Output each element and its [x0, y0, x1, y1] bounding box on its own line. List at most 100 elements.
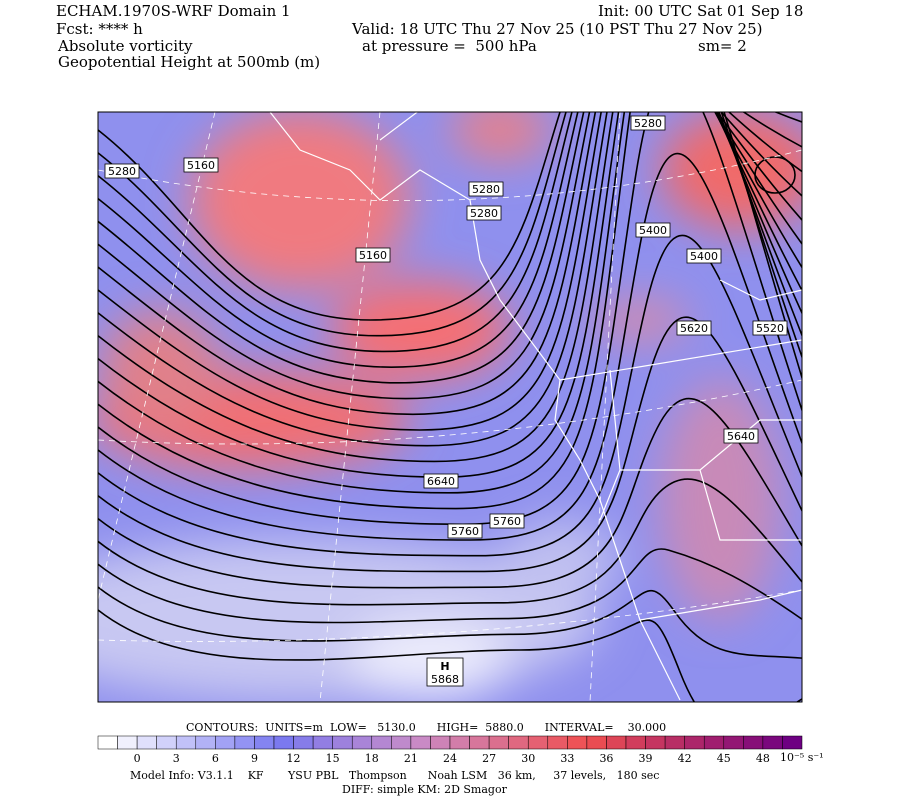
colorbar-label: 9 [251, 752, 258, 765]
contour-label: 5400 [639, 224, 667, 237]
colorbar-swatch [684, 735, 705, 750]
contour-line [98, 112, 561, 321]
contour-label: 5160 [359, 249, 387, 262]
colorbar-swatch [136, 735, 157, 750]
colorbar-swatch [664, 735, 685, 750]
init-time: Init: 00 UTC Sat 01 Sep 18 [598, 2, 803, 20]
colorbar-swatch [547, 735, 568, 750]
colorbar-swatch [410, 735, 431, 750]
colorbar-swatch [215, 735, 236, 750]
contour-line [98, 548, 802, 624]
colorbar-swatch [723, 735, 744, 750]
colorbar-swatch [195, 735, 216, 750]
colorbar-label: 3 [173, 752, 180, 765]
colorbar-label: 24 [443, 752, 457, 765]
colorbar-label: 15 [326, 752, 340, 765]
colorbar-swatch [391, 735, 412, 750]
high-marker: H [440, 660, 449, 673]
colorbar-label: 12 [287, 752, 301, 765]
boundaries [269, 112, 802, 701]
contour-line [98, 316, 802, 573]
pressure-level: at pressure = 500 hPa [362, 37, 537, 55]
contour-label-box [355, 247, 391, 263]
contour-label: 6640 [427, 475, 455, 488]
colorbar-label: 30 [521, 752, 535, 765]
vorticity-field [98, 112, 802, 700]
colorbar-swatch [586, 735, 607, 750]
colorbar-unit: 10⁻⁵ s⁻¹ [780, 751, 824, 764]
contour-field-name: Geopotential Height at 500mb (m) [58, 53, 320, 71]
colorbar: 0 3 6 9 12 15 18 21 24 27 30 33 36 39 42 45 48 10⁻⁵ s⁻¹ [97, 735, 824, 765]
high-box [426, 657, 464, 687]
contour-label: 5640 [727, 430, 755, 443]
contour-label: 5280 [108, 165, 136, 178]
colorbar-label: 0 [134, 752, 141, 765]
colorbar-swatch [332, 735, 353, 750]
colorbar-label: 45 [717, 752, 731, 765]
colorbar-label: 33 [560, 752, 574, 765]
colorbar-label: 39 [639, 752, 653, 765]
contour-line [98, 609, 802, 702]
smoothing: sm= 2 [698, 37, 747, 55]
colorbar-swatch [567, 735, 588, 750]
contour-line [98, 112, 802, 368]
colorbar-swatch [782, 735, 803, 750]
contour-line [98, 397, 802, 589]
contour-line [98, 112, 802, 478]
contour-label-box [752, 320, 788, 336]
colorbar-swatch [312, 735, 333, 750]
field-name: Absolute vorticity [57, 37, 193, 55]
contour-label-box [635, 222, 671, 238]
model-info: Model Info: V3.1.1 KF YSU PBL Thompson N… [130, 769, 659, 782]
colorbar-label: 42 [678, 752, 692, 765]
contour-line [98, 112, 802, 416]
colorbar-swatch [175, 735, 197, 750]
colorbar-swatch [293, 735, 314, 750]
diff-info: DIFF: simple KM: 2D Smagor [342, 783, 508, 796]
contour-label: 5520 [756, 322, 784, 335]
contour-label: 5280 [634, 117, 662, 130]
contour-label-box [423, 473, 459, 489]
contour-line [98, 112, 802, 526]
map-frame [97, 111, 803, 703]
contour-label-box [489, 513, 525, 529]
colorbar-swatch [606, 735, 627, 750]
contour-line [98, 152, 802, 541]
height-contours [98, 112, 802, 702]
colorbar-swatch [371, 735, 392, 750]
contour-label-box [723, 428, 759, 444]
high-value: 5868 [431, 673, 459, 686]
contour-label: 5280 [470, 207, 498, 220]
colorbar-swatch [527, 735, 549, 750]
contour-line [98, 112, 802, 463]
contour-line [98, 586, 802, 659]
contour-label: 5400 [690, 250, 718, 263]
contour-label-box [183, 157, 219, 173]
contour-line [98, 112, 802, 353]
contour-label-box [630, 115, 666, 131]
colorbar-label: 18 [365, 752, 379, 765]
colorbar-swatch [743, 735, 764, 750]
colorbar-swatch [254, 735, 275, 750]
contour-label: 5160 [187, 159, 215, 172]
map: 5280 5160 5160 5280 5280 5280 5400 5400 5620 5520… [98, 112, 802, 702]
colorbar-swatch [156, 735, 177, 750]
contour-line [98, 112, 802, 510]
colorbar-swatch [469, 735, 490, 750]
contour-label-box [686, 248, 722, 264]
forecast-hour: Fcst: **** h [56, 20, 143, 38]
colorbar-swatch [703, 735, 725, 750]
contour-label-box [447, 523, 483, 539]
graticule [98, 112, 802, 702]
model-title: ECHAM.1970S-WRF Domain 1 [56, 2, 291, 20]
contour-line [98, 112, 802, 447]
colorbar-swatch [430, 735, 451, 750]
colorbar-swatch [117, 735, 138, 750]
colorbar-swatch [488, 735, 509, 750]
colorbar-label: 21 [404, 752, 418, 765]
colorbar-label: 6 [212, 752, 219, 765]
colorbar-swatch [234, 735, 255, 750]
contour-line [98, 112, 802, 431]
colorbar-label: 48 [756, 752, 770, 765]
